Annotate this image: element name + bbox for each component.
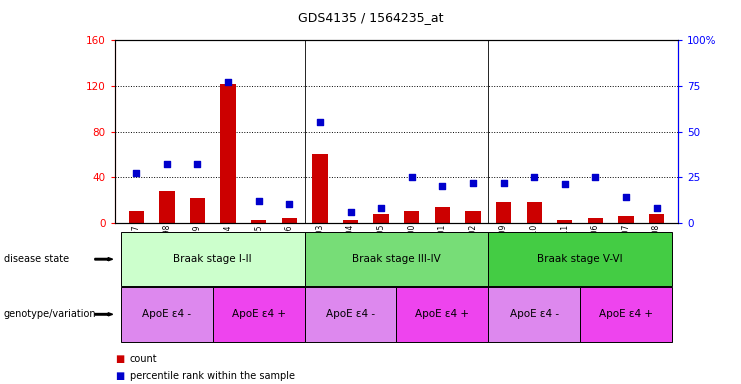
Text: ApoE ε4 -: ApoE ε4 -: [326, 309, 375, 319]
Point: [559, 181, 571, 187]
Text: GDS4135 / 1564235_at: GDS4135 / 1564235_at: [298, 12, 443, 25]
Text: ApoE ε4 +: ApoE ε4 +: [416, 309, 469, 319]
Bar: [251, 220, 266, 223]
Bar: [159, 191, 175, 223]
Text: ■: ■: [115, 354, 124, 364]
Text: Braak stage I-II: Braak stage I-II: [173, 254, 252, 264]
Bar: [488, 287, 580, 342]
Point: [620, 194, 632, 200]
Bar: [465, 211, 481, 223]
Bar: [190, 198, 205, 223]
Bar: [435, 207, 450, 223]
Point: [467, 180, 479, 186]
Bar: [221, 84, 236, 223]
Text: ApoE ε4 -: ApoE ε4 -: [142, 309, 191, 319]
Point: [498, 180, 510, 186]
Text: genotype/variation: genotype/variation: [4, 309, 96, 319]
Text: ApoE ε4 +: ApoE ε4 +: [232, 309, 286, 319]
Point: [192, 161, 204, 167]
Point: [651, 205, 662, 211]
Bar: [305, 232, 488, 286]
Bar: [121, 287, 213, 342]
Bar: [557, 220, 572, 223]
Point: [528, 174, 540, 180]
Bar: [373, 214, 389, 223]
Text: ApoE ε4 +: ApoE ε4 +: [599, 309, 653, 319]
Bar: [588, 218, 603, 223]
Bar: [404, 211, 419, 223]
Point: [283, 201, 295, 207]
Bar: [343, 220, 358, 223]
Point: [161, 161, 173, 167]
Text: ApoE ε4 -: ApoE ε4 -: [510, 309, 559, 319]
Point: [314, 119, 326, 126]
Text: count: count: [130, 354, 157, 364]
Bar: [305, 287, 396, 342]
Point: [406, 174, 418, 180]
Point: [589, 174, 601, 180]
Bar: [121, 232, 305, 286]
Bar: [488, 232, 672, 286]
Point: [130, 170, 142, 177]
Text: Braak stage III-IV: Braak stage III-IV: [352, 254, 441, 264]
Text: ■: ■: [115, 371, 124, 381]
Point: [253, 198, 265, 204]
Point: [345, 209, 356, 215]
Point: [375, 205, 387, 211]
Bar: [129, 211, 144, 223]
Text: disease state: disease state: [4, 254, 69, 264]
Bar: [312, 154, 328, 223]
Bar: [527, 202, 542, 223]
Bar: [649, 214, 664, 223]
Bar: [282, 218, 297, 223]
Bar: [213, 287, 305, 342]
Bar: [618, 216, 634, 223]
Point: [222, 79, 234, 85]
Text: percentile rank within the sample: percentile rank within the sample: [130, 371, 295, 381]
Point: [436, 183, 448, 189]
Bar: [580, 287, 672, 342]
Bar: [496, 202, 511, 223]
Bar: [396, 287, 488, 342]
Text: Braak stage V-VI: Braak stage V-VI: [537, 254, 623, 264]
